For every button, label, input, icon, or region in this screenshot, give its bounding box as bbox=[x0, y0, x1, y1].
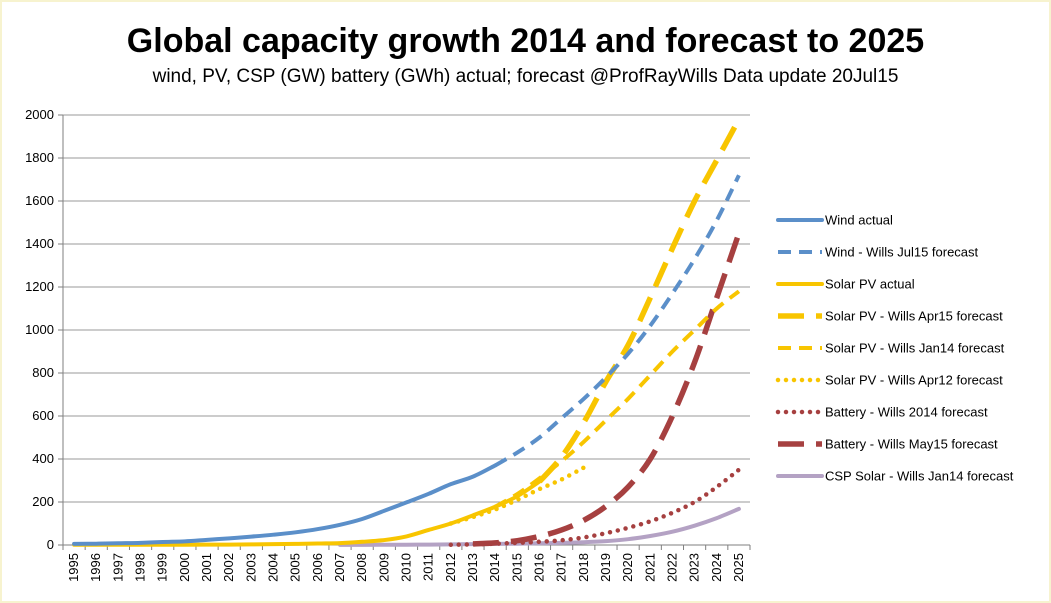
x-tick-label: 2024 bbox=[709, 553, 724, 582]
x-tick-label: 2014 bbox=[487, 553, 502, 582]
legend: Wind actual Wind - Wills Jul15 forecast So… bbox=[775, 213, 1014, 484]
x-tick-label: 2016 bbox=[531, 553, 546, 582]
legend-label-6: Battery - Wills 2014 forecast bbox=[825, 405, 988, 420]
x-tick-label: 2025 bbox=[731, 553, 746, 582]
series-lines bbox=[72, 117, 742, 548]
x-tick-label: 2006 bbox=[310, 553, 325, 582]
x-tick-label: 2018 bbox=[576, 553, 591, 582]
series-line-3 bbox=[537, 117, 742, 484]
x-tick-label: 2007 bbox=[332, 553, 347, 582]
y-tick-label: 400 bbox=[32, 451, 54, 466]
x-tick-label: 2001 bbox=[199, 553, 214, 582]
legend-label-1: Wind - Wills Jul15 forecast bbox=[825, 245, 979, 260]
x-tick-label: 2008 bbox=[354, 553, 369, 582]
y-tick-label: 200 bbox=[32, 494, 54, 509]
x-tick-label: 1995 bbox=[66, 553, 81, 582]
y-tick-label: 800 bbox=[32, 365, 54, 380]
gridlines bbox=[63, 114, 750, 503]
y-tick-label: 1600 bbox=[25, 193, 54, 208]
y-tick-label: 0 bbox=[47, 537, 54, 552]
x-tick-label: 2011 bbox=[421, 553, 436, 581]
x-tick-label: 2012 bbox=[443, 553, 458, 582]
series-line-2 bbox=[72, 479, 542, 547]
x-tick-label: 2019 bbox=[598, 553, 613, 582]
series-line-0 bbox=[72, 463, 498, 546]
y-tick-label: 1000 bbox=[25, 322, 54, 337]
chart-title: Global capacity growth 2014 and forecast… bbox=[126, 22, 925, 60]
x-tick-label: 2015 bbox=[509, 553, 524, 582]
chart-subtitle: wind, PV, CSP (GW) battery (GWh) actual;… bbox=[152, 66, 899, 87]
y-tick-label: 1800 bbox=[25, 150, 54, 165]
y-tick-label: 600 bbox=[32, 408, 54, 423]
legend-label-7: Battery - Wills May15 forecast bbox=[825, 437, 998, 452]
legend-label-3: Solar PV - Wills Apr15 forecast bbox=[825, 309, 1003, 324]
x-tick-label: 2022 bbox=[664, 553, 679, 582]
x-tick-label: 2003 bbox=[243, 553, 258, 582]
x-tick-label: 2002 bbox=[221, 553, 236, 582]
y-tick-label: 1400 bbox=[25, 236, 54, 251]
x-tick-label: 2005 bbox=[288, 553, 303, 582]
y-tick-label: 2000 bbox=[25, 107, 54, 122]
x-tick-label: 2009 bbox=[376, 553, 391, 582]
x-tick-label: 2021 bbox=[642, 553, 657, 582]
series-line-1 bbox=[494, 174, 741, 468]
x-tick-label: 2010 bbox=[399, 553, 414, 582]
legend-label-0: Wind actual bbox=[825, 213, 893, 228]
x-tick-label: 2017 bbox=[554, 553, 569, 582]
y-tick-label: 1200 bbox=[25, 279, 54, 294]
series-line-7 bbox=[472, 232, 742, 547]
legend-label-2: Solar PV actual bbox=[825, 277, 915, 292]
x-tick-label: 2020 bbox=[620, 553, 635, 582]
x-tick-label: 2004 bbox=[266, 553, 281, 582]
x-tick-label: 1998 bbox=[133, 553, 148, 582]
legend-label-4: Solar PV - Wills Jan14 forecast bbox=[825, 341, 1005, 356]
legend-label-8: CSP Solar - Wills Jan14 forecast bbox=[825, 469, 1014, 484]
series-line-4 bbox=[494, 289, 741, 509]
x-tick-label: 1996 bbox=[88, 553, 103, 582]
axes: 0 200 400 600 800 1000 1200 1400 1600 1800 2000 199… bbox=[25, 107, 751, 582]
x-tick-label: 1999 bbox=[155, 553, 170, 582]
x-tick-label: 2023 bbox=[687, 553, 702, 582]
x-tick-label: 2013 bbox=[465, 553, 480, 582]
x-tick-label: 2000 bbox=[177, 553, 192, 582]
legend-label-5: Solar PV - Wills Apr12 forecast bbox=[825, 373, 1003, 388]
x-tick-label: 1997 bbox=[110, 553, 125, 582]
